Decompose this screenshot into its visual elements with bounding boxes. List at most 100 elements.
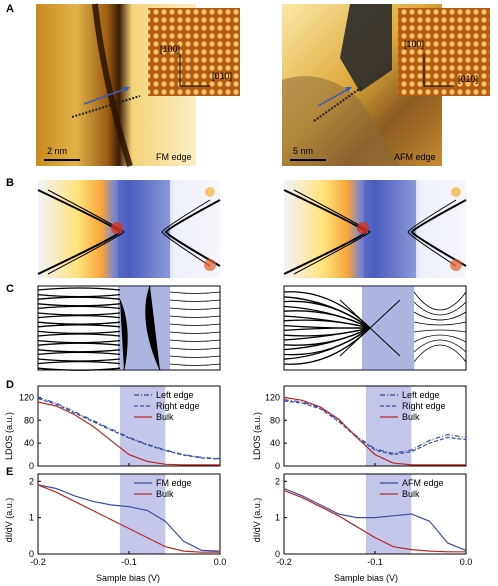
d-ylabel-left: LDOS (a.u.) (4, 412, 14, 460)
stm-image-left: [100] [010] 2 nm FM edge (36, 3, 240, 167)
band-line (169, 291, 221, 294)
atomic-inset-right (398, 8, 490, 96)
panel-label-c: C (6, 283, 14, 295)
legend-label: Right edge (402, 401, 446, 411)
series-line (283, 396, 466, 466)
series-line (37, 484, 220, 553)
band-line (37, 314, 121, 319)
band-line (37, 305, 121, 310)
y-tick-label: 120 (265, 392, 280, 402)
y-tick-label: 0 (29, 461, 34, 471)
direction-label-010-right: [010] (458, 74, 478, 84)
y-tick-label: 40 (270, 438, 280, 448)
band-line (283, 310, 371, 329)
legend-label: Bulk (402, 489, 420, 499)
y-tick-label: 40 (24, 438, 34, 448)
edge-label-afm: AFM edge (394, 152, 436, 162)
band-line (413, 329, 467, 333)
x-tick-label: -0.1 (121, 557, 137, 567)
band-line (169, 307, 221, 310)
e-ylabel-right: dI/dV (a.u.) (252, 498, 262, 543)
highlight-band (365, 474, 412, 554)
direction-label-010-left: [010] (212, 71, 232, 81)
band-line (283, 300, 371, 329)
y-tick-label: 120 (19, 392, 34, 402)
legend-label: Left edge (156, 390, 194, 400)
band-line (413, 321, 467, 326)
y-tick-label: 0 (275, 461, 280, 471)
legend-label: Bulk (156, 412, 174, 422)
series-line (283, 400, 467, 456)
series-line (283, 487, 467, 551)
atomic-inset-left (148, 8, 240, 96)
spectral-map-right (283, 180, 467, 278)
series-line (283, 489, 466, 553)
y-tick-label: 1 (29, 513, 34, 523)
band-line (283, 327, 371, 360)
legend-label: Right edge (156, 401, 200, 411)
d-ylabel-right: LDOS (a.u.) (252, 412, 262, 460)
panel-label-a: A (6, 3, 14, 15)
band-line (169, 339, 221, 342)
band-line (413, 334, 467, 343)
series-line (37, 484, 221, 552)
band-line (413, 311, 467, 321)
x-tick-label: -0.2 (276, 557, 292, 567)
band-line (169, 299, 221, 302)
direction-label-100-right: [100] (404, 39, 424, 49)
band-line (169, 331, 221, 334)
band-line (37, 287, 121, 291)
x-tick-label: 0.0 (460, 557, 473, 567)
band-line (413, 339, 467, 353)
x-tick-label: -0.2 (30, 557, 46, 567)
band-line (37, 324, 121, 328)
legend-label: Bulk (156, 489, 174, 499)
series-line (37, 401, 220, 466)
legend-label: AFM edge (402, 478, 444, 488)
y-tick-label: 1 (275, 513, 280, 523)
band-line (37, 367, 121, 371)
y-tick-label: 80 (270, 415, 280, 425)
band-line (283, 327, 371, 332)
band-structure-left (37, 285, 221, 371)
series-line (37, 398, 221, 460)
band-line (169, 355, 221, 358)
band-line (37, 333, 121, 337)
legend-label: FM edge (156, 478, 192, 488)
band-line (413, 291, 467, 311)
panel-label-d: D (6, 379, 14, 391)
band-line (169, 315, 221, 318)
direction-label-100-left: [100] (160, 44, 180, 54)
highlight-band (119, 474, 166, 554)
series-line (283, 399, 467, 455)
e-ylabel-left: dI/dV (a.u.) (4, 498, 14, 543)
legend-label: Left edge (402, 390, 440, 400)
y-tick-label: 80 (24, 415, 34, 425)
band-line (37, 296, 121, 300)
xlabel-right: Sample bias (V) (334, 573, 398, 583)
panel-label-e: E (6, 466, 13, 478)
y-tick-label: 0 (275, 549, 280, 559)
y-tick-label: 2 (275, 476, 280, 486)
band-line (169, 363, 221, 366)
legend-label: Bulk (402, 412, 420, 422)
spectral-map-left (37, 180, 221, 278)
band-line (37, 351, 121, 356)
band-line (413, 344, 467, 363)
x-tick-label: -0.1 (367, 557, 383, 567)
band-line (283, 327, 371, 351)
edge-label-fm: FM edge (156, 152, 192, 162)
band-structure-right (283, 285, 467, 371)
band-line (283, 319, 371, 329)
y-tick-label: 0 (29, 549, 34, 559)
band-line (169, 347, 221, 350)
panel-label-b: B (6, 177, 14, 189)
xlabel-left: Sample bias (V) (96, 573, 160, 583)
y-tick-label: 2 (29, 476, 34, 486)
scale-bar-right: 5 nm (293, 146, 313, 156)
stm-image-right: [100] [010] 5 nm AFM edge (282, 4, 490, 166)
